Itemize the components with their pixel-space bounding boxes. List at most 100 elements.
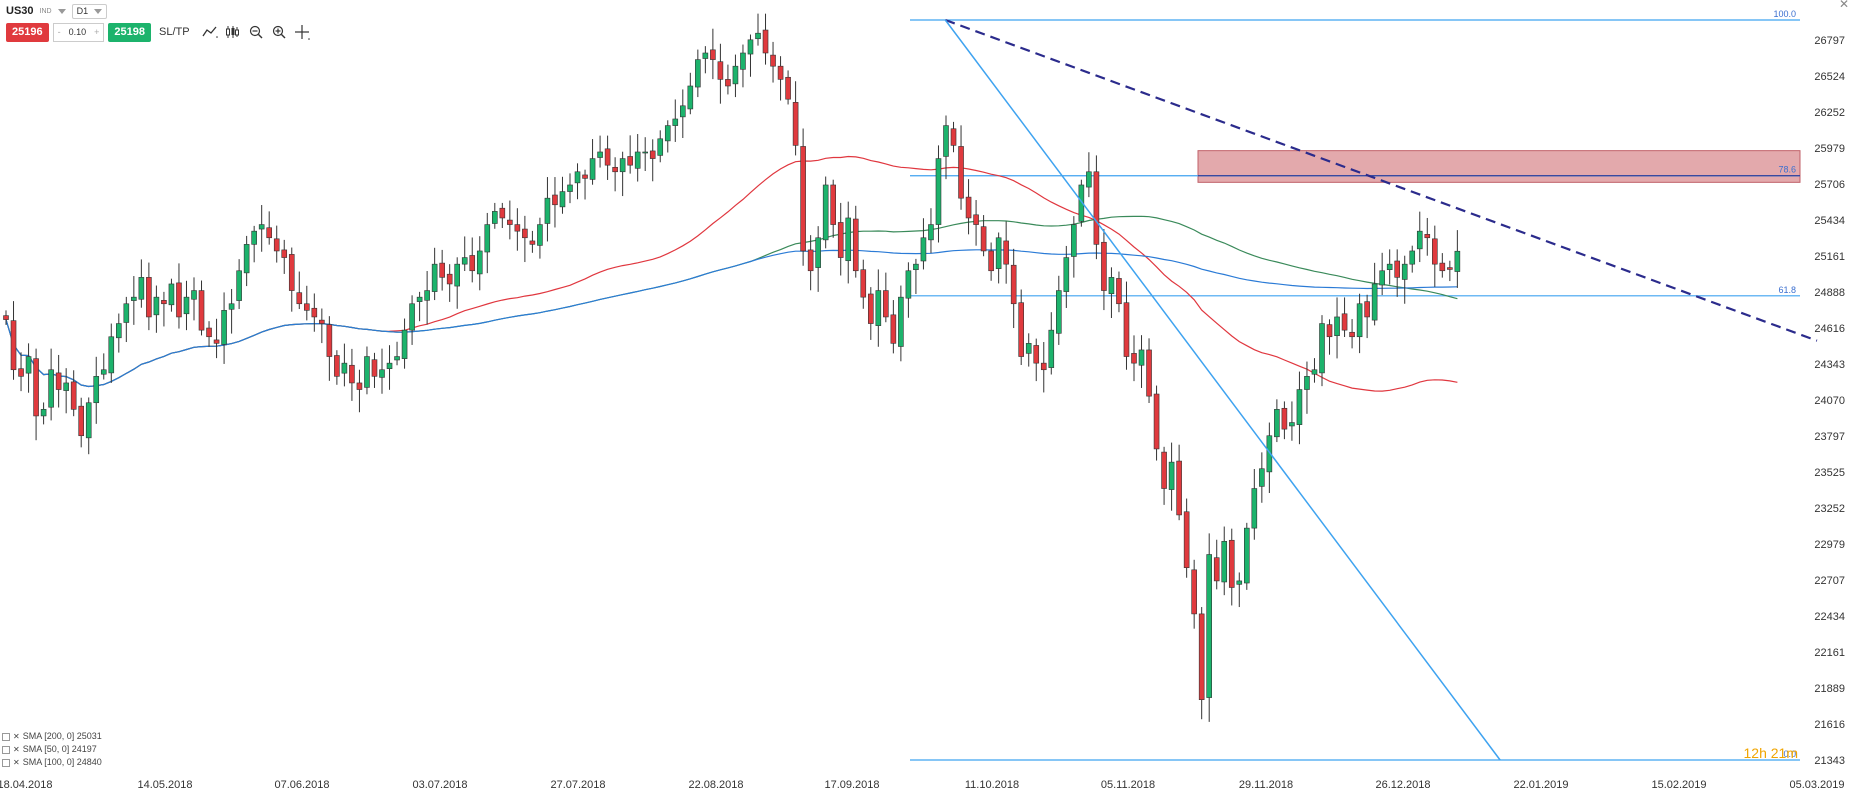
timeframe-select[interactable]: D1: [71, 3, 108, 19]
candle: [702, 46, 709, 74]
candle: [40, 402, 47, 425]
candle: [537, 217, 543, 259]
remove-indicator-icon[interactable]: ✕: [13, 758, 20, 767]
candle: [1432, 225, 1438, 287]
candle: [792, 81, 799, 156]
candle: [755, 13, 761, 46]
candle-body: [1274, 409, 1280, 438]
candle: [589, 139, 596, 185]
indicator-legend: ✕ SMA [200, 0] 25031 ✕ SMA [50, 0] 24197 ✕ SM…: [2, 730, 102, 769]
candle-body: [634, 151, 641, 169]
crosshair-icon[interactable]: [294, 24, 310, 40]
candle-body: [725, 79, 731, 87]
candle-chart-icon[interactable]: [225, 24, 241, 40]
lot-size-value[interactable]: 0.10: [68, 27, 87, 37]
candle: [371, 352, 378, 388]
price-tick-label: 21616: [1814, 719, 1845, 731]
date-tick-label: 03.07.2018: [412, 779, 467, 791]
price-tick-label: 22979: [1814, 539, 1845, 551]
candle-body: [3, 315, 9, 320]
candle-body: [386, 362, 393, 369]
zoom-out-icon[interactable]: [248, 24, 264, 40]
candle-body: [1409, 250, 1416, 265]
sltp-button[interactable]: SL/TP: [158, 26, 190, 38]
date-tick-label: 07.06.2018: [274, 779, 329, 791]
candle: [544, 177, 551, 242]
candle: [1183, 498, 1190, 578]
candle: [980, 215, 987, 257]
remove-indicator-icon[interactable]: ✕: [13, 745, 20, 754]
candle: [1025, 333, 1032, 367]
price-tick-label: 26252: [1814, 107, 1845, 119]
candle-body: [785, 76, 791, 100]
candle: [1010, 248, 1017, 329]
candle-body: [1356, 303, 1363, 338]
decrease-button[interactable]: -: [57, 27, 61, 37]
candle-body: [221, 310, 227, 345]
close-icon[interactable]: ✕: [1838, 0, 1849, 11]
candle-body: [830, 184, 837, 225]
candle-body: [860, 269, 867, 298]
candle-body: [85, 402, 92, 439]
candle-body: [770, 54, 776, 67]
candle: [1394, 249, 1400, 297]
zoom-in-icon[interactable]: [271, 24, 287, 40]
date-tick-label: 14.05.2018: [137, 779, 192, 791]
candle: [965, 179, 972, 235]
candle: [1364, 294, 1370, 339]
lot-size-stepper[interactable]: - 0.10 +: [52, 22, 105, 42]
legend-item[interactable]: ✕ SMA [50, 0] 24197: [2, 743, 102, 756]
symbol-label[interactable]: US30: [6, 5, 34, 17]
candle: [837, 202, 844, 276]
candle-body: [1259, 468, 1265, 487]
candle: [522, 215, 528, 263]
increase-button[interactable]: +: [94, 27, 100, 37]
candle-body: [491, 211, 498, 224]
candle-body: [1424, 234, 1431, 239]
candle-body: [288, 254, 295, 291]
candle-body: [1131, 353, 1137, 364]
candle-body: [168, 283, 175, 306]
indicator-settings-icon[interactable]: [2, 732, 10, 741]
candle: [1416, 211, 1423, 263]
candle: [394, 341, 400, 366]
buy-button[interactable]: 25198: [108, 22, 151, 42]
price-tick-label: 24070: [1814, 395, 1845, 407]
candle-body: [544, 197, 551, 224]
candle-body: [1228, 539, 1235, 588]
candle-body: [18, 368, 24, 377]
candle-body: [807, 249, 814, 272]
candle: [1319, 315, 1325, 387]
candle: [1116, 271, 1122, 313]
indicator-settings-icon[interactable]: [2, 745, 10, 754]
symbol-dropdown-icon[interactable]: [57, 8, 66, 14]
candle-body: [755, 32, 761, 40]
legend-item[interactable]: ✕ SMA [200, 0] 25031: [2, 730, 102, 743]
date-tick-label: 11.10.2018: [965, 779, 1019, 791]
candle-body: [875, 290, 882, 326]
line-chart-icon[interactable]: [202, 24, 218, 40]
sell-button[interactable]: 25196: [6, 22, 49, 42]
candle-body: [424, 290, 430, 301]
candle-body: [116, 323, 122, 339]
candle-body: [732, 65, 739, 85]
candle-body: [1341, 313, 1348, 331]
candle: [1176, 444, 1182, 521]
remove-indicator-icon[interactable]: ✕: [13, 732, 20, 741]
candle-body: [78, 405, 84, 437]
candle: [311, 293, 318, 332]
price-tick-label: 22161: [1814, 647, 1845, 659]
candle: [1056, 275, 1062, 345]
candle: [1040, 342, 1047, 393]
candle: [1386, 249, 1393, 285]
candle: [258, 205, 265, 252]
candle-body: [883, 290, 889, 318]
candle-body: [131, 296, 137, 301]
candle: [1063, 245, 1070, 308]
candle-body: [409, 303, 415, 331]
candle-body: [108, 336, 115, 374]
candle-body: [612, 166, 618, 173]
indicator-settings-icon[interactable]: [2, 758, 10, 767]
legend-item[interactable]: ✕ SMA [100, 0] 24840: [2, 756, 102, 769]
